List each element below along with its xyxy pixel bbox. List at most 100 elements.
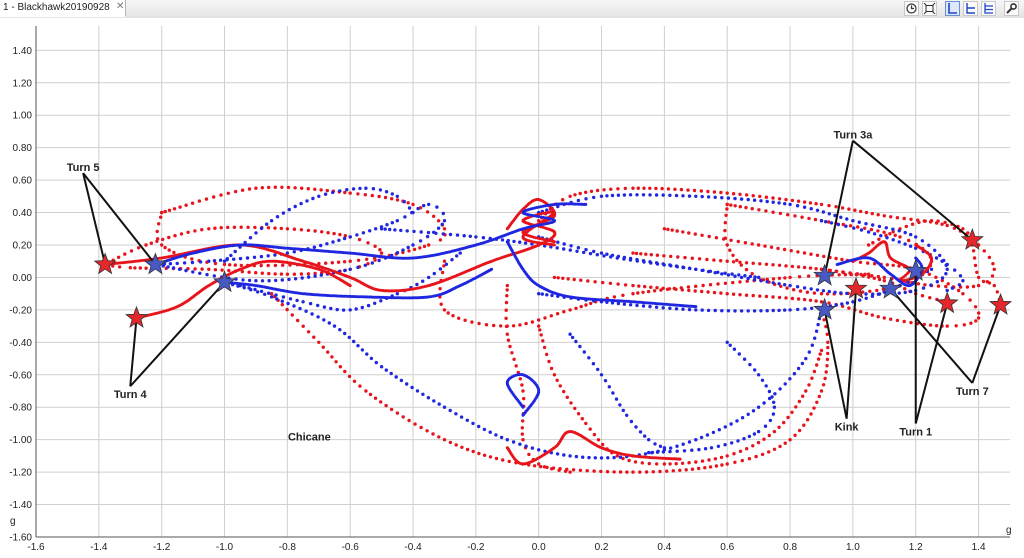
data-point	[897, 240, 901, 244]
data-point	[511, 440, 516, 444]
data-point	[923, 219, 927, 223]
close-icon[interactable]: ✕	[116, 1, 125, 12]
x-tick-label: 0.6	[720, 542, 734, 553]
data-point	[752, 432, 757, 436]
data-point	[826, 340, 830, 344]
data-point	[190, 260, 195, 265]
data-point	[876, 315, 880, 319]
data-point	[800, 215, 804, 219]
data-point	[674, 462, 678, 466]
data-point	[827, 203, 831, 208]
data-point	[582, 250, 586, 255]
data-point	[812, 369, 817, 374]
data-point	[737, 352, 741, 356]
data-point	[285, 227, 290, 231]
data-point	[861, 274, 865, 278]
data-point	[198, 271, 202, 275]
data-point	[723, 425, 727, 429]
data-point	[786, 213, 790, 217]
data-point	[355, 233, 359, 237]
y-tick-label: 0.20	[13, 241, 33, 252]
fit-icon[interactable]	[922, 1, 937, 16]
data-point	[719, 190, 723, 195]
data-point	[824, 370, 828, 374]
star-marker	[93, 252, 117, 275]
data-point	[908, 244, 913, 248]
data-point	[771, 281, 775, 285]
data-point	[292, 304, 296, 308]
data-point	[707, 234, 711, 239]
data-point	[316, 315, 320, 319]
data-point	[746, 197, 750, 202]
data-point	[953, 268, 957, 272]
data-point	[758, 262, 762, 266]
trace-point	[914, 256, 918, 260]
data-point	[730, 272, 734, 276]
data-point	[138, 266, 142, 270]
data-point	[643, 452, 648, 456]
layout-single-icon[interactable]	[945, 1, 960, 16]
data-point	[599, 194, 604, 198]
data-point	[792, 372, 797, 376]
data-point	[338, 365, 343, 369]
data-point	[885, 236, 889, 240]
clock-icon[interactable]	[904, 1, 919, 16]
data-point	[738, 192, 742, 196]
data-point	[343, 268, 347, 273]
tab-blackhawk[interactable]: 1 - Blackhawk20190928 ✕	[0, 0, 126, 17]
data-point	[593, 280, 597, 284]
data-point	[595, 188, 600, 193]
data-point	[149, 241, 153, 245]
data-point	[814, 329, 819, 333]
data-point	[547, 359, 551, 364]
data-point	[163, 245, 167, 250]
data-point	[379, 400, 383, 404]
data-point	[621, 293, 625, 297]
data-point	[621, 456, 625, 461]
data-point	[426, 396, 431, 400]
data-point	[275, 215, 280, 219]
data-point	[821, 383, 826, 387]
data-point	[521, 419, 525, 423]
data-point	[882, 230, 886, 234]
data-point	[477, 321, 481, 326]
data-point	[412, 229, 416, 234]
gg-diagram-chart: -1.6 -1.4 -1.2 -1.0 -0.8 -0.6 -0.4 -0.2 0.0 0.2 0.…	[0, 18, 1024, 558]
data-point	[455, 233, 460, 237]
data-point	[771, 277, 776, 281]
data-point	[795, 285, 800, 289]
wrench-icon[interactable]	[1004, 1, 1019, 16]
data-point	[448, 408, 452, 413]
data-point	[441, 232, 445, 236]
data-point	[572, 277, 576, 282]
data-point	[227, 268, 231, 273]
data-point	[399, 378, 404, 383]
data-point	[756, 440, 761, 445]
data-point	[419, 230, 423, 234]
data-point	[281, 295, 286, 299]
data-point	[612, 295, 617, 299]
layout-split-icon[interactable]	[963, 1, 978, 16]
data-point	[425, 429, 429, 433]
data-point	[654, 186, 658, 191]
data-point	[465, 418, 469, 422]
data-point	[810, 376, 814, 380]
data-point	[763, 244, 767, 248]
data-point	[171, 266, 176, 270]
data-point	[269, 295, 274, 299]
annotation-label: Chicane	[288, 431, 331, 443]
data-point	[388, 227, 392, 232]
data-point	[814, 202, 818, 206]
data-point	[504, 316, 508, 320]
data-point	[870, 211, 874, 216]
data-point	[706, 308, 711, 313]
star-marker	[878, 276, 903, 299]
data-point	[570, 335, 575, 340]
data-point	[555, 378, 559, 382]
layout-list-icon[interactable]	[981, 1, 996, 16]
data-point	[882, 214, 886, 218]
data-point	[888, 232, 892, 236]
data-point	[808, 201, 813, 205]
data-point	[805, 418, 810, 422]
y-tick-label: 0.60	[13, 176, 33, 187]
